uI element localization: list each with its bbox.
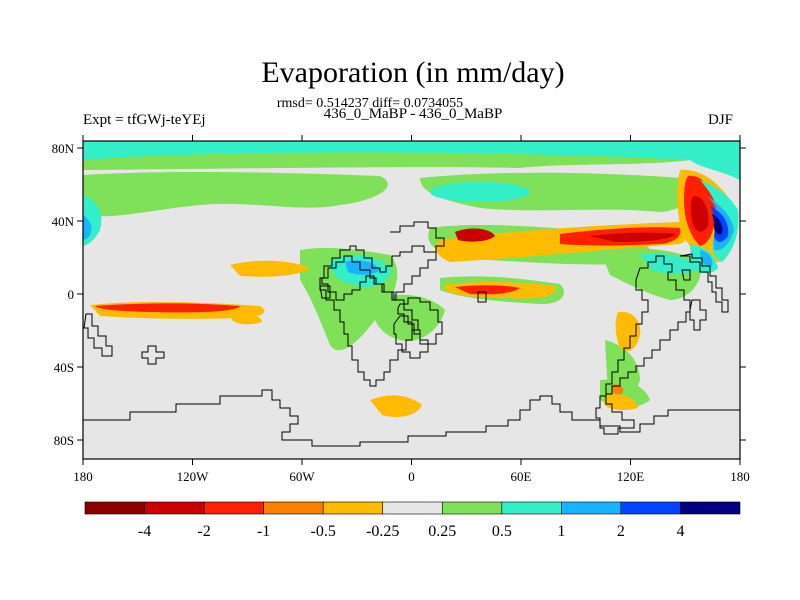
colorbar: -4 -2 -1 -0.5 -0.25 0.25 0.5 1 2 4 bbox=[84, 501, 741, 540]
stats-label: rmsd= 0.514237 diff= 0.0734055 bbox=[276, 96, 464, 111]
lon-tick-label: 60W bbox=[289, 469, 315, 484]
lat-tick-label: 40S bbox=[54, 360, 74, 375]
colorbar-label: -2 bbox=[197, 523, 210, 540]
colorbar-label: 1 bbox=[557, 523, 565, 540]
colorbar-label: -0.5 bbox=[311, 523, 336, 540]
lon-tick-label: 180 bbox=[730, 469, 750, 484]
lon-tick-label: 120W bbox=[177, 469, 210, 484]
north-cyan-patch bbox=[430, 182, 530, 202]
lon-tick-label: 60E bbox=[511, 469, 532, 484]
colorbar-swatch bbox=[203, 501, 264, 515]
colorbar-label: -1 bbox=[257, 523, 270, 540]
land-outline-small bbox=[83, 285, 487, 365]
land-outline-africa bbox=[393, 297, 443, 359]
land-outline-east bbox=[679, 253, 729, 331]
colorbar-swatch bbox=[84, 501, 145, 515]
lat-tick-label: 40N bbox=[52, 214, 75, 229]
indian-orange-tongue bbox=[615, 311, 641, 352]
lon-tick-label: 120E bbox=[617, 469, 645, 484]
lon-tick-label: 180 bbox=[73, 469, 93, 484]
axis-ticks: 80N 40N 0 40S 80S 180 120W 60W 0 60E 120E 180 bbox=[52, 135, 750, 484]
colorbar-swatch bbox=[620, 501, 681, 515]
w-blue-edge bbox=[83, 215, 92, 240]
w-atlantic-orange bbox=[230, 260, 310, 277]
e-pacific-red bbox=[95, 303, 240, 313]
experiment-label: Expt = tfGWj-teYEj bbox=[83, 112, 206, 128]
chart-title: Evaporation (in mm/day) bbox=[261, 56, 565, 89]
n-tropics-dark-band bbox=[590, 232, 676, 242]
case-label: 436_0_MaBP - 436_0_MaBP bbox=[323, 106, 503, 122]
colorbar-swatch bbox=[382, 501, 443, 515]
season-label: DJF bbox=[708, 112, 734, 128]
land-outline-pacific-islands bbox=[595, 255, 691, 435]
atlantic-red-patch bbox=[455, 228, 495, 242]
land-outline-americas bbox=[319, 221, 445, 387]
colorbar-label: 0.25 bbox=[428, 523, 456, 540]
kuroshio-darkred bbox=[690, 196, 709, 232]
kuroshio-navy bbox=[712, 214, 723, 235]
colorbar-label: -4 bbox=[138, 523, 151, 540]
colorbar-swatch bbox=[501, 501, 562, 515]
map-field bbox=[83, 141, 740, 459]
colorbar-label: 2 bbox=[617, 523, 625, 540]
south-orange-patch bbox=[370, 395, 422, 417]
americas-blue bbox=[345, 260, 380, 275]
lat-tick-label: 80N bbox=[52, 141, 75, 156]
arctic-green bbox=[83, 152, 690, 170]
colorbar-swatch bbox=[441, 501, 503, 515]
colorbar-label: -0.25 bbox=[366, 523, 399, 540]
colorbar-swatch bbox=[144, 501, 205, 515]
north-atlantic-green bbox=[83, 172, 388, 217]
lon-tick-label: 0 bbox=[408, 469, 415, 484]
colorbar-label: 4 bbox=[676, 523, 684, 540]
indian-red-spot bbox=[611, 384, 624, 395]
colorbar-swatch bbox=[561, 501, 622, 515]
lat-tick-label: 80S bbox=[54, 433, 74, 448]
lat-tick-label: 0 bbox=[68, 287, 75, 302]
colorbar-swatch bbox=[263, 501, 324, 515]
s-america-orange bbox=[232, 313, 262, 325]
ne-pacific-blue bbox=[700, 250, 713, 267]
land-outline-antarctica bbox=[83, 389, 740, 459]
colorbar-label: 0.5 bbox=[492, 523, 512, 540]
arctic-band bbox=[83, 141, 740, 180]
colorbar-swatch bbox=[680, 501, 741, 515]
central-atlantic-red bbox=[455, 285, 520, 295]
colorbar-swatch bbox=[322, 501, 384, 515]
